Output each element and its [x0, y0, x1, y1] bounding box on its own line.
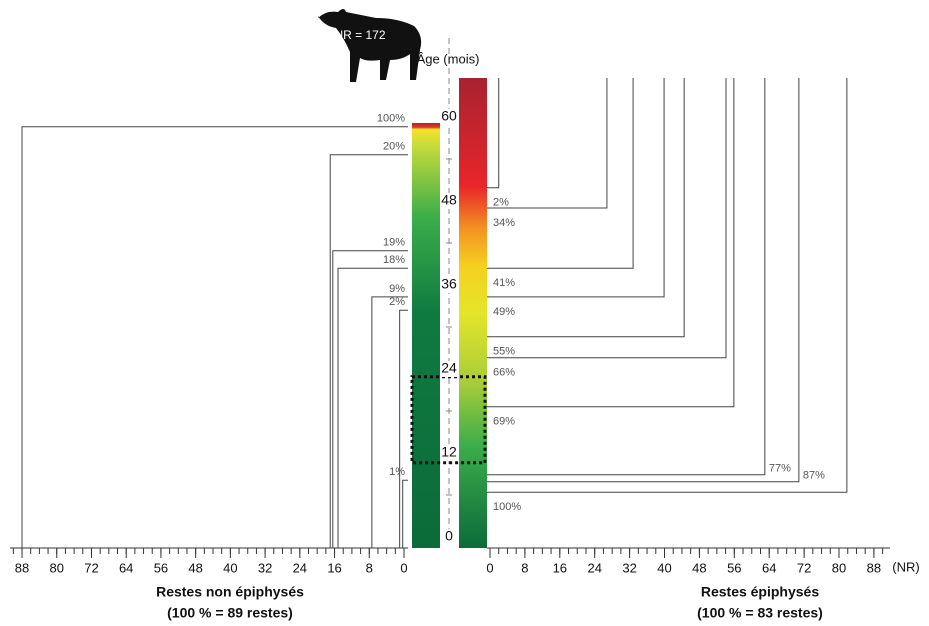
- right-tick-label: 32: [622, 560, 636, 575]
- right-tick-label: 80: [832, 560, 846, 575]
- left-bracket-label: 19%: [383, 237, 405, 249]
- left-tick-label: 32: [258, 560, 272, 575]
- right-bracket-label: 49%: [493, 306, 515, 318]
- left-bracket-label: 18%: [383, 254, 405, 266]
- sheep-icon: [318, 9, 422, 82]
- right-bracket-label: 66%: [493, 367, 515, 379]
- right-bracket-label: 100%: [493, 501, 521, 513]
- right-tick-label: 56: [727, 560, 741, 575]
- left-tick-label: 72: [84, 560, 98, 575]
- right-bracket-label: 34%: [493, 217, 515, 229]
- left-bracket-label: 100%: [377, 113, 405, 125]
- left-subtitle: (100 % = 89 restes): [167, 605, 293, 621]
- right-bracket: [487, 78, 848, 493]
- left-bracket: [402, 479, 408, 548]
- right-tick-label: 16: [553, 560, 567, 575]
- left-bracket: [399, 309, 408, 548]
- left-bracket-label: 20%: [383, 141, 405, 153]
- right-bracket: [487, 78, 634, 269]
- right-tick-label: 48: [692, 560, 706, 575]
- left-bracket: [371, 296, 408, 548]
- right-bracket-label: 69%: [493, 416, 515, 428]
- left-tick-label: 64: [119, 560, 133, 575]
- age-tick-label: 24: [441, 360, 457, 376]
- left-tick-label: 56: [154, 560, 168, 575]
- left-bracket: [332, 250, 408, 548]
- right-tick-label: 40: [657, 560, 671, 575]
- left-tick-label: 40: [223, 560, 237, 575]
- right-bracket: [487, 78, 766, 476]
- left-bracket-label: 1%: [389, 466, 405, 478]
- right-bracket: [487, 78, 665, 298]
- left-bracket: [329, 154, 408, 548]
- right-tick-label: 8: [521, 560, 528, 575]
- right-bracket-label: 55%: [493, 346, 515, 358]
- left-tick-label: 88: [15, 560, 29, 575]
- right-tick-label: 72: [797, 560, 811, 575]
- right-bracket-label: 2%: [493, 197, 509, 209]
- left-color-bar: [412, 123, 440, 548]
- age-tick-bg: [440, 109, 458, 125]
- icon-label: NR = 172: [334, 28, 385, 42]
- age-tick-bg: [440, 529, 458, 545]
- age-axis-label: Âge (mois): [417, 51, 480, 66]
- left-tick-label: 24: [293, 560, 307, 575]
- right-tick-label: 88: [867, 560, 881, 575]
- left-tick-label: 8: [366, 560, 373, 575]
- age-tick-bg: [440, 193, 458, 209]
- right-tick-label: 64: [762, 560, 776, 575]
- right-bracket-label: 77%: [769, 463, 791, 475]
- right-bracket: [487, 78, 735, 408]
- age-tick-label: 12: [441, 444, 457, 460]
- left-title: Restes non épiphysés: [156, 584, 304, 600]
- left-tick-label: 16: [327, 560, 341, 575]
- left-bracket-label: 2%: [389, 296, 405, 308]
- right-bracket-label: 87%: [803, 470, 825, 482]
- left-bracket: [337, 267, 408, 548]
- left-tick-label: 80: [50, 560, 64, 575]
- unit-label: (NR): [892, 559, 919, 574]
- age-tick-label: 60: [441, 108, 457, 124]
- right-bracket-label: 41%: [493, 277, 515, 289]
- age-tick-bg: [440, 361, 458, 377]
- right-bracket: [487, 78, 727, 359]
- right-title: Restes épiphysés: [701, 584, 819, 600]
- age-tick-label: 36: [441, 276, 457, 292]
- left-tick-label: 48: [188, 560, 202, 575]
- right-bracket: [487, 78, 685, 338]
- right-bracket: [487, 78, 500, 189]
- right-tick-label: 0: [486, 560, 493, 575]
- left-bracket-label: 9%: [389, 283, 405, 295]
- age-tick-bg: [440, 277, 458, 293]
- right-color-bar: [459, 78, 487, 548]
- right-tick-label: 24: [587, 560, 601, 575]
- right-bracket: [487, 78, 608, 209]
- left-tick-label: 0: [400, 560, 407, 575]
- age-tick-label: 48: [441, 192, 457, 208]
- age-tick-label: 0: [445, 528, 453, 544]
- age-tick-bg: [440, 445, 458, 461]
- right-subtitle: (100 % = 83 restes): [697, 605, 823, 621]
- left-bracket: [21, 126, 408, 548]
- right-bracket: [487, 78, 800, 483]
